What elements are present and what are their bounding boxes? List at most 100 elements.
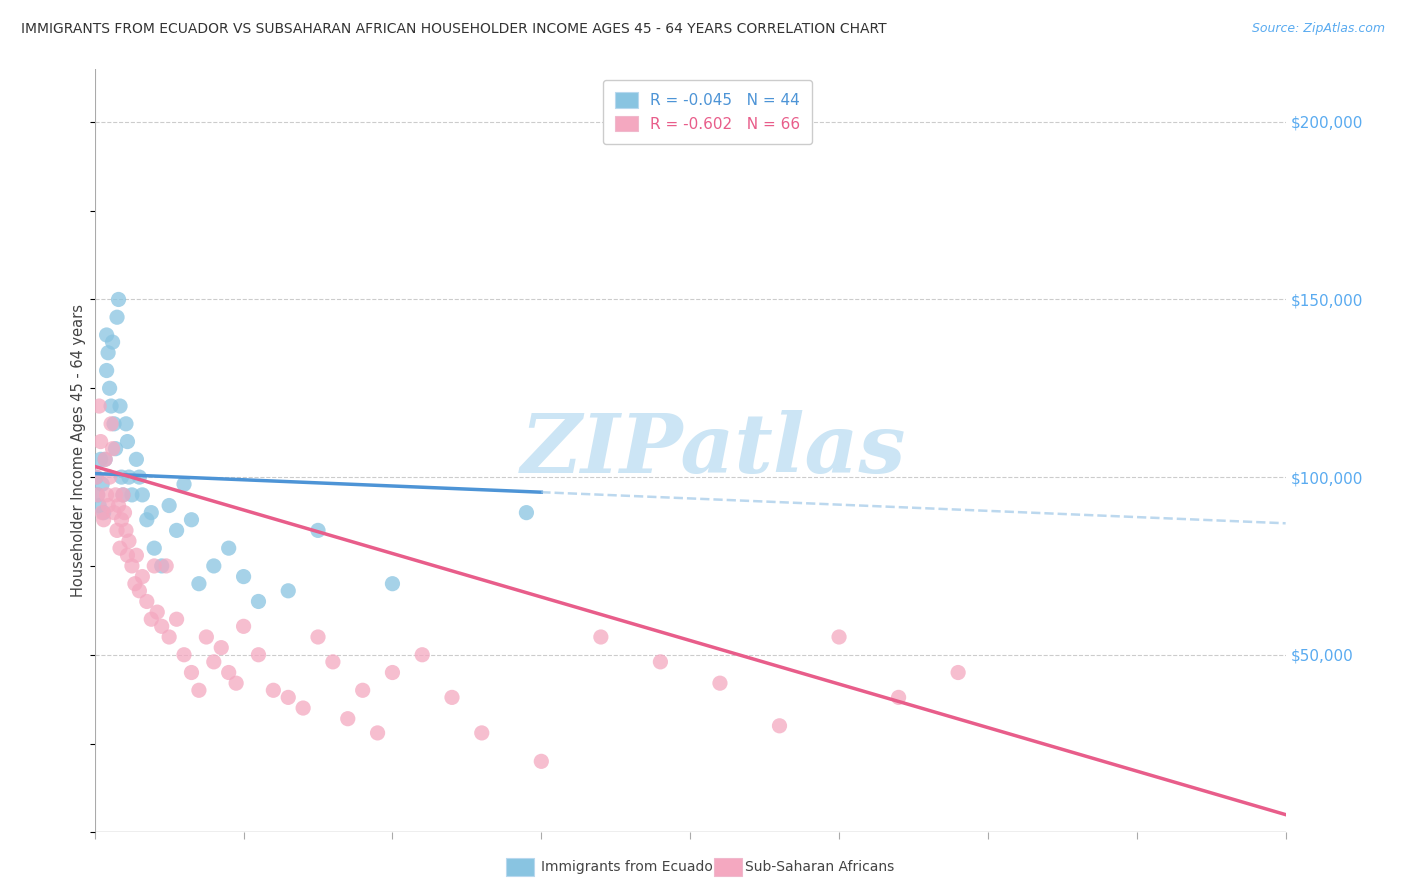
Point xyxy=(166,612,188,626)
Point xyxy=(946,665,969,680)
Text: ZIPatlas: ZIPatlas xyxy=(522,410,907,491)
Point xyxy=(768,719,790,733)
Point xyxy=(150,619,173,633)
Point xyxy=(157,499,180,513)
Point xyxy=(111,488,134,502)
Text: IMMIGRANTS FROM ECUADOR VS SUBSAHARAN AFRICAN HOUSEHOLDER INCOME AGES 45 - 64 YE: IMMIGRANTS FROM ECUADOR VS SUBSAHARAN AF… xyxy=(21,22,887,37)
Point xyxy=(141,612,163,626)
Point xyxy=(180,665,202,680)
Text: Source: ZipAtlas.com: Source: ZipAtlas.com xyxy=(1251,22,1385,36)
Point xyxy=(143,558,166,573)
Point xyxy=(128,470,150,484)
Point xyxy=(117,434,139,449)
Point xyxy=(97,345,120,359)
Point xyxy=(86,488,108,502)
Point xyxy=(307,630,329,644)
Point xyxy=(107,499,129,513)
Point xyxy=(107,293,129,307)
Point xyxy=(115,417,138,431)
Point xyxy=(91,506,114,520)
Point xyxy=(121,558,143,573)
Point xyxy=(232,619,254,633)
Point xyxy=(125,452,148,467)
Point xyxy=(411,648,433,662)
Point xyxy=(218,665,240,680)
Point xyxy=(143,541,166,556)
Point xyxy=(131,488,153,502)
Point xyxy=(105,524,128,538)
Point xyxy=(173,477,195,491)
Legend: R = -0.045   N = 44, R = -0.602   N = 66: R = -0.045 N = 44, R = -0.602 N = 66 xyxy=(603,80,813,144)
Point xyxy=(381,576,404,591)
Point xyxy=(121,488,143,502)
Point xyxy=(277,583,299,598)
Point xyxy=(128,583,150,598)
Point xyxy=(104,442,127,456)
Point xyxy=(166,524,188,538)
Y-axis label: Householder Income Ages 45 - 64 years: Householder Income Ages 45 - 64 years xyxy=(72,304,86,597)
Point xyxy=(515,506,537,520)
Point xyxy=(100,417,122,431)
Point xyxy=(93,506,115,520)
Point xyxy=(202,558,225,573)
Point xyxy=(709,676,731,690)
Point xyxy=(115,524,138,538)
Point xyxy=(108,399,131,413)
Point xyxy=(322,655,344,669)
Point xyxy=(247,648,270,662)
Point xyxy=(84,470,107,484)
Point xyxy=(86,488,108,502)
Point xyxy=(98,470,121,484)
Point xyxy=(96,328,118,343)
Point xyxy=(195,630,218,644)
Point xyxy=(104,488,127,502)
Point xyxy=(180,513,202,527)
Point xyxy=(84,470,107,484)
Point xyxy=(96,488,118,502)
Text: Sub-Saharan Africans: Sub-Saharan Africans xyxy=(745,860,894,874)
Point xyxy=(108,541,131,556)
Point xyxy=(173,648,195,662)
Point xyxy=(96,363,118,377)
Point xyxy=(187,576,209,591)
Point xyxy=(124,576,146,591)
Point xyxy=(111,488,134,502)
Point xyxy=(117,549,139,563)
Point xyxy=(336,712,359,726)
Point xyxy=(150,558,173,573)
Point xyxy=(247,594,270,608)
Point xyxy=(105,310,128,325)
Point xyxy=(155,558,177,573)
Point xyxy=(98,381,121,395)
Point xyxy=(589,630,612,644)
Point xyxy=(135,513,157,527)
Point xyxy=(100,399,122,413)
Point xyxy=(110,470,132,484)
Point xyxy=(471,726,494,740)
Point xyxy=(146,605,169,619)
Point xyxy=(277,690,299,705)
Point xyxy=(367,726,389,740)
Point xyxy=(110,513,132,527)
Point xyxy=(101,335,124,350)
Point xyxy=(125,549,148,563)
Point xyxy=(307,524,329,538)
Point xyxy=(131,569,153,583)
Point xyxy=(187,683,209,698)
Point xyxy=(135,594,157,608)
Point xyxy=(101,442,124,456)
Point xyxy=(91,477,114,491)
Point xyxy=(262,683,284,698)
Point xyxy=(94,452,117,467)
Point xyxy=(440,690,463,705)
Point xyxy=(103,417,125,431)
Point xyxy=(157,630,180,644)
Point xyxy=(232,569,254,583)
Point xyxy=(828,630,851,644)
Point xyxy=(90,452,112,467)
Point xyxy=(141,506,163,520)
Point xyxy=(530,755,553,769)
Point xyxy=(118,534,141,549)
Point xyxy=(381,665,404,680)
Point xyxy=(97,499,120,513)
